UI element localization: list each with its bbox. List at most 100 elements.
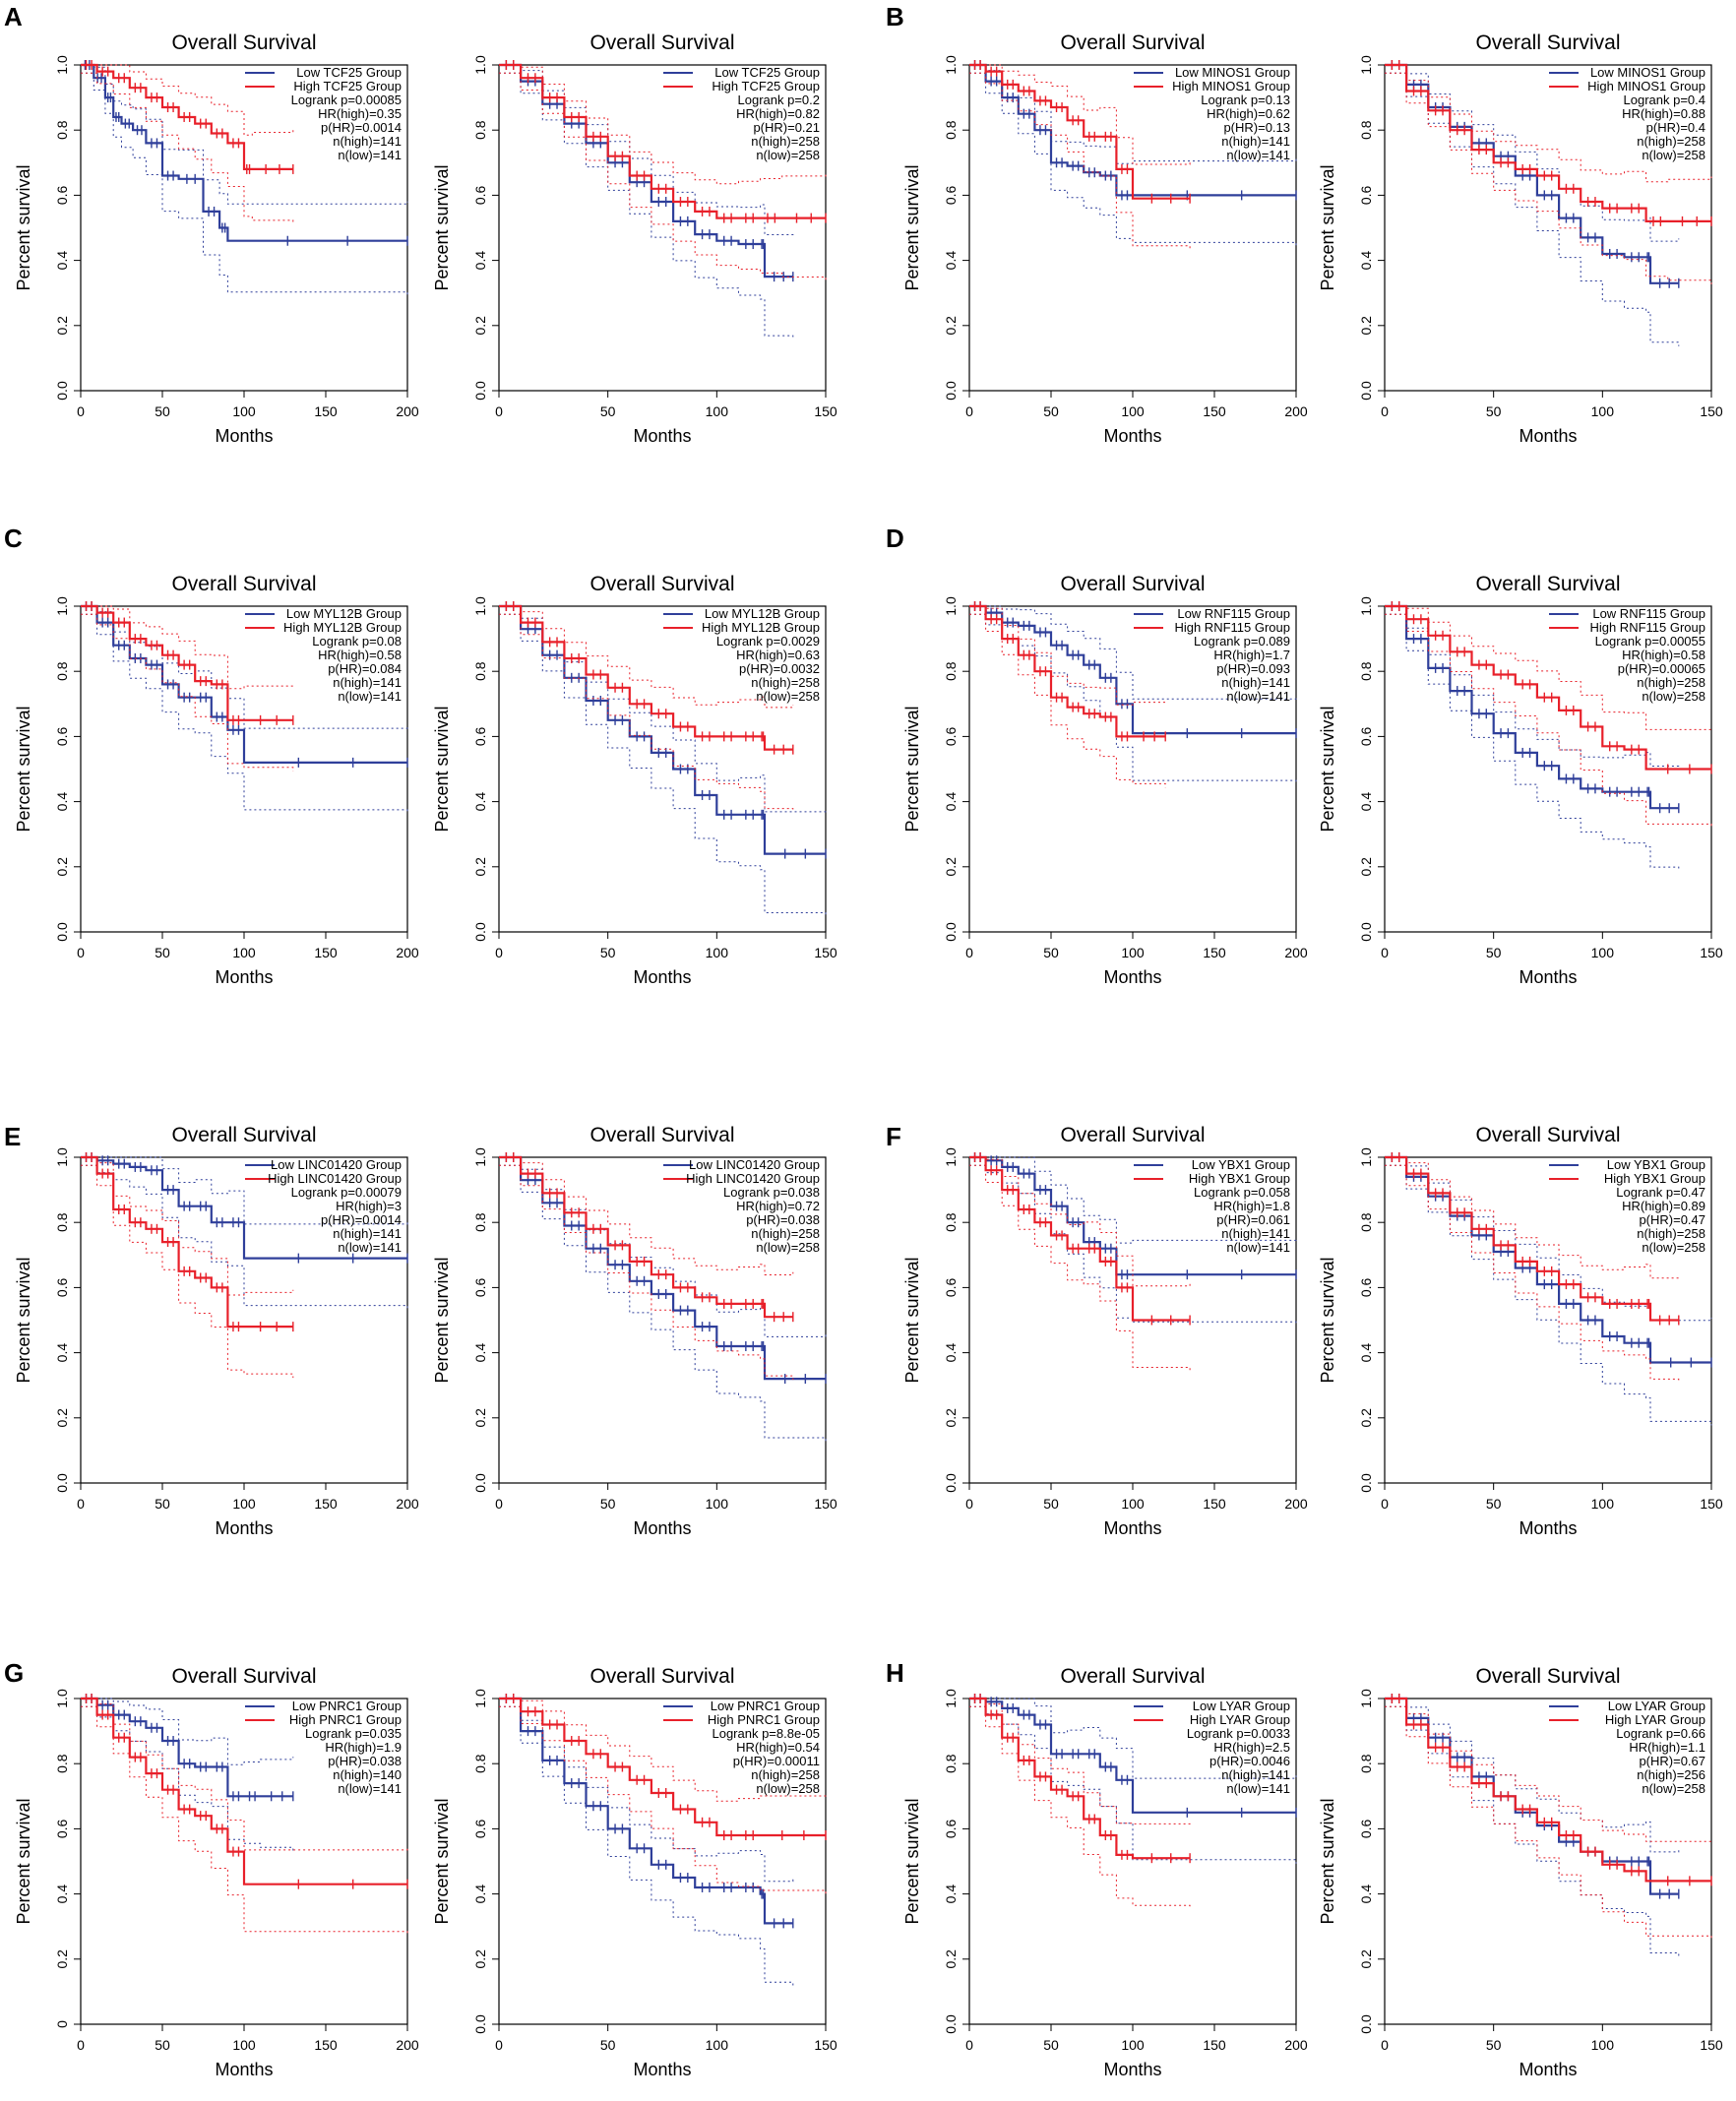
panel-label-a: A [4, 2, 23, 31]
survival-plot-f2: Overall Survival 0 50 100 150 Months 0.0 0.2 0.4… [1318, 1124, 1723, 1538]
stat-label: n(low)=258 [756, 1240, 820, 1255]
survival-plot-h2: Overall Survival 0 50 100 150 Months 0.0 0.2 0.4… [1318, 1665, 1723, 2079]
plot-frame [1384, 1156, 1712, 1484]
stat-label: HR(high)=1.9 [325, 1740, 402, 1755]
y-tick-label: 1.0 [1358, 1689, 1374, 1708]
stat-label: HR(high)=3 [336, 1199, 402, 1213]
x-axis-label: Months [1103, 967, 1161, 987]
y-tick-label: 0.4 [54, 251, 70, 271]
stat-label: n(high)=258 [751, 675, 820, 690]
stat-label: HR(high)=1.7 [1213, 648, 1290, 662]
x-tick-label: 150 [814, 945, 837, 960]
stat-label: p(HR)=0.038 [746, 1212, 820, 1227]
stat-label: n(high)=258 [751, 1767, 820, 1782]
survival-curve-high [81, 604, 293, 721]
y-tick-label: 1.0 [472, 1689, 488, 1708]
survival-curve-high [499, 604, 793, 751]
x-tick-label: 100 [706, 945, 729, 960]
survival-curve-high [1385, 1155, 1679, 1322]
y-tick-label: 0.6 [472, 1819, 488, 1838]
stat-label: n(low)=141 [1226, 1781, 1290, 1796]
x-tick-label: 150 [1700, 403, 1723, 419]
y-tick-label: 0.6 [943, 726, 959, 746]
ci-lower-high [81, 613, 294, 772]
ci-lower-low [1385, 72, 1680, 346]
x-tick-label: 150 [1203, 2037, 1226, 2053]
y-tick-label: 1.0 [54, 1689, 70, 1708]
legend-label: Low MINOS1 Group [1590, 65, 1705, 80]
y-tick-label: 0.8 [1358, 661, 1374, 681]
ci-lower-high [1385, 1705, 1712, 1941]
plot-title: Overall Survival [589, 1665, 734, 1688]
ci-upper-high [81, 64, 294, 136]
y-axis-label: Percent survival [14, 706, 33, 832]
x-tick-label: 200 [396, 1496, 419, 1512]
ci-upper-low [81, 1698, 294, 1765]
y-tick-label: 0.6 [943, 1819, 959, 1838]
y-tick-label: 0.0 [472, 922, 488, 942]
stat-label: HR(high)=1.1 [1629, 1740, 1705, 1755]
panel-label-d: D [886, 524, 904, 553]
stat-label: n(low)=258 [756, 689, 820, 704]
stat-label: n(low)=141 [338, 148, 402, 162]
survival-curve-high [1385, 63, 1711, 222]
legend-label: High LYAR Group [1605, 1712, 1705, 1727]
x-tick-label: 200 [1284, 2037, 1308, 2053]
ci-upper-low [499, 64, 794, 235]
legend-label: Low LINC01420 Group [689, 1157, 820, 1172]
stat-label: Logrank p=0.2 [738, 93, 820, 107]
survival-curve-low [81, 1155, 407, 1260]
stat-label: n(high)=141 [333, 1226, 402, 1241]
y-axis-label: Percent survival [902, 706, 922, 832]
legend-label: High PNRC1 Group [708, 1712, 820, 1727]
ci-upper-low [969, 605, 1297, 700]
y-tick-label: 0.8 [472, 1212, 488, 1232]
y-tick-label: 0.8 [54, 1212, 70, 1232]
y-tick-label: 0.2 [472, 316, 488, 336]
ci-upper-high [81, 605, 294, 690]
x-tick-label: 50 [600, 403, 616, 419]
y-tick-label: 1.0 [472, 1147, 488, 1167]
ci-lower-high [499, 1705, 827, 1894]
x-tick-label: 0 [77, 1496, 85, 1512]
y-axis-label: Percent survival [1318, 1257, 1337, 1383]
plot-frame [498, 605, 827, 933]
stat-label: Logrank p=0.4 [1624, 93, 1705, 107]
survival-plot-a2: Overall Survival 0 50 100 150 Months 0.0 0.2 0.4… [432, 31, 837, 446]
stat-label: Logrank p=0.058 [1194, 1185, 1290, 1200]
legend-label: High MINOS1 Group [1587, 79, 1705, 93]
y-tick-label: 0.2 [54, 316, 70, 336]
survival-plot-e2: Overall Survival 0 50 100 150 Months 0.0 0.2 0.4… [432, 1124, 837, 1538]
plot-title: Overall Survival [1060, 1124, 1205, 1146]
plot-title: Overall Survival [1475, 573, 1620, 595]
ci-upper-low [81, 1156, 408, 1225]
plot-frame [498, 64, 827, 392]
y-tick-label: 1.0 [472, 596, 488, 616]
ci-lower-high [81, 72, 294, 224]
y-tick-label: 0.2 [1358, 316, 1374, 336]
stat-label: p(HR)=0.038 [328, 1754, 402, 1768]
stat-label: n(low)=258 [756, 148, 820, 162]
y-tick-label: 1.0 [943, 1147, 959, 1167]
x-tick-label: 100 [232, 2037, 256, 2053]
x-tick-label: 100 [232, 945, 256, 960]
panel-label-h: H [886, 1658, 904, 1688]
ci-lower-high [499, 72, 827, 281]
y-tick-label: 0.2 [1358, 857, 1374, 877]
ci-lower-low [81, 72, 408, 296]
ci-upper-low [969, 1156, 1297, 1244]
stat-label: n(high)=258 [1637, 675, 1705, 690]
y-tick-label: 0.0 [54, 922, 70, 942]
stat-label: HR(high)=1.8 [1213, 1199, 1290, 1213]
ci-upper-high [1385, 1156, 1680, 1279]
legend-label: Low PNRC1 Group [711, 1699, 820, 1713]
stat-label: n(high)=141 [1221, 134, 1290, 149]
y-tick-label: 0.0 [943, 922, 959, 942]
ci-upper-high [499, 1156, 794, 1275]
y-tick-label: 0.6 [54, 1819, 70, 1838]
stat-label: n(low)=141 [338, 1781, 402, 1796]
y-tick-label: 0.4 [1358, 1885, 1374, 1904]
x-tick-label: 50 [155, 1496, 170, 1512]
legend-label: High YBX1 Group [1604, 1171, 1705, 1186]
survival-curve-high [499, 63, 826, 219]
